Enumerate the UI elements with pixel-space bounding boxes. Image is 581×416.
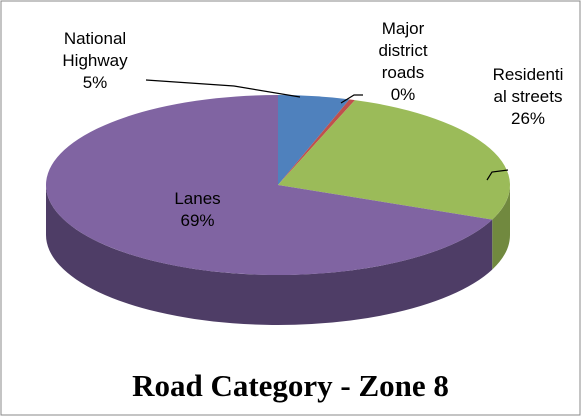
value-label: 69%	[180, 211, 215, 230]
category-label: Residential streets	[492, 65, 564, 106]
value-label: 0%	[390, 85, 416, 104]
leader-line	[340, 94, 363, 104]
category-label: Lanes	[174, 189, 221, 208]
pie-slice-side	[492, 185, 510, 270]
data-label: Major district roads 0%	[358, 18, 448, 106]
value-label: 26%	[510, 109, 546, 128]
pie-slice-side	[45, 185, 493, 326]
pie-slice	[46, 95, 493, 275]
chart-title: Road Category - Zone 8	[132, 368, 449, 403]
leader-line	[145, 79, 301, 98]
pie-slice	[278, 100, 511, 220]
data-label: National Highway 5%	[35, 28, 155, 94]
category-label: Major district roads	[378, 19, 428, 82]
leader-line	[486, 169, 509, 181]
value-label: 5%	[82, 73, 108, 92]
pie-slice	[278, 99, 355, 185]
category-label: National Highway	[62, 29, 128, 70]
data-label: Residential streets 26%	[478, 64, 578, 130]
data-label: Lanes 69%	[140, 188, 255, 232]
pie-slice	[278, 95, 350, 185]
